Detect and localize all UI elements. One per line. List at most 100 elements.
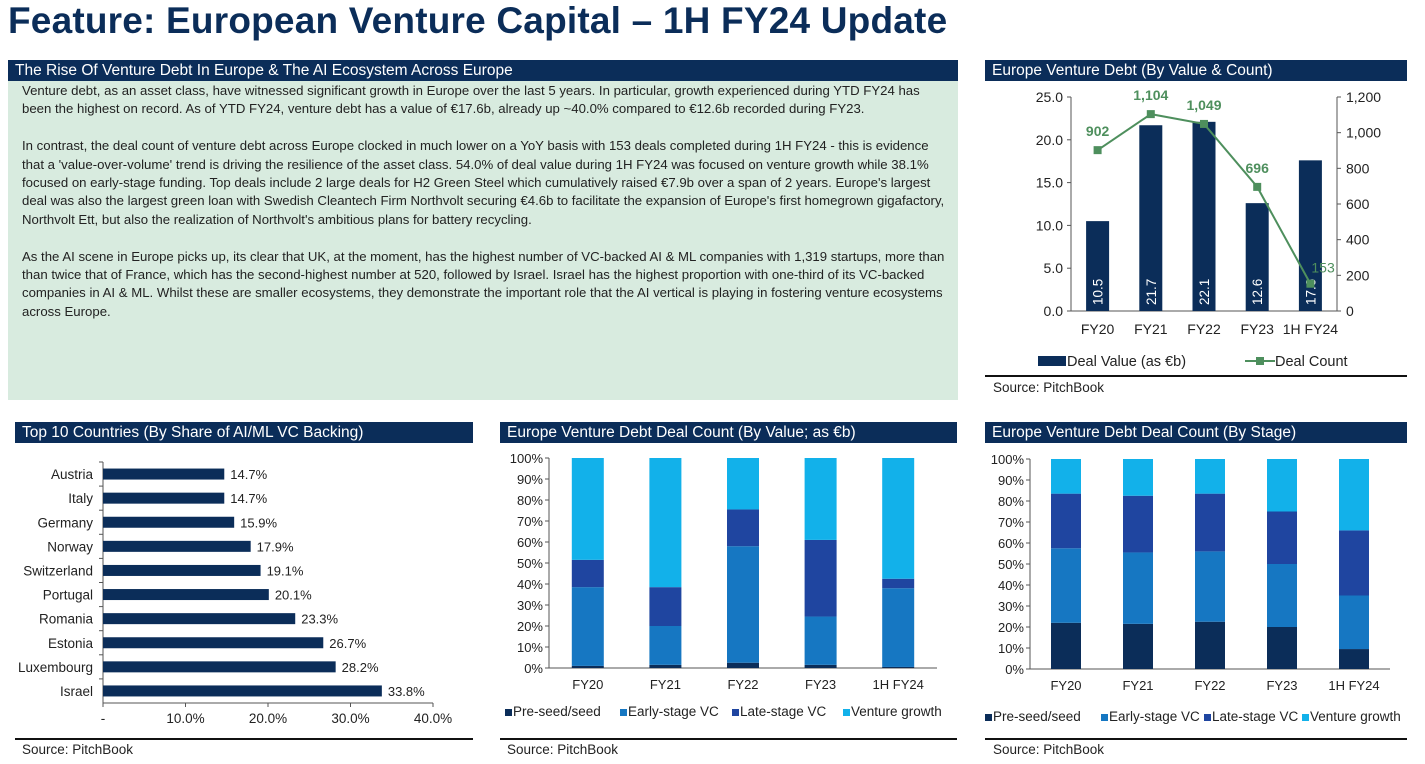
line-point xyxy=(1093,146,1102,155)
bar-segment xyxy=(1267,511,1297,564)
source-note: Source: PitchBook xyxy=(993,742,1105,757)
bar-segment xyxy=(1339,530,1369,596)
page-title: Feature: European Venture Capital – 1H F… xyxy=(8,0,948,41)
y-tick-label: 80% xyxy=(517,493,543,508)
y-tick-label: 100% xyxy=(510,451,544,466)
x-tick-label: FY20 xyxy=(1050,678,1081,693)
legend-label: Deal Count xyxy=(1275,354,1348,370)
y2-tick-label: 1,000 xyxy=(1346,125,1381,141)
chart-deal-count-by-value: 0% 10% 20% 30% 40% 50% 60% 70% 80% 90% 100% FY20 FY2… xyxy=(505,451,942,719)
bar xyxy=(103,540,251,552)
bar-segment xyxy=(1123,623,1153,669)
article-paragraph: As the AI scene in Europe picks up, its … xyxy=(22,248,945,319)
article-body: Venture debt, as an asset class, have wi… xyxy=(8,81,958,400)
bar-segment xyxy=(571,559,604,588)
divider xyxy=(15,738,473,740)
x-tick-label: FY21 xyxy=(1122,678,1153,693)
x-tick-label: 1H FY24 xyxy=(1283,321,1338,337)
bar-segment xyxy=(571,458,604,560)
bar-segment xyxy=(1267,627,1297,669)
divider xyxy=(985,375,1407,377)
article-paragraph: In contrast, the deal count of venture d… xyxy=(22,138,945,227)
legend-label: Venture growth xyxy=(851,704,942,719)
legend-label: Early-stage VC xyxy=(1109,709,1200,724)
bar-data-label: 14.7% xyxy=(230,467,267,482)
y-tick-label: Luxembourg xyxy=(18,660,93,675)
legend-label: Deal Value (as €b) xyxy=(1067,354,1186,370)
bar xyxy=(103,613,296,625)
chart-deal-count-by-stage: 0% 10% 20% 30% 40% 50% 60% 70% 80% 90% 100% FY20 FY2… xyxy=(985,452,1401,724)
y-tick-label: 90% xyxy=(517,472,543,487)
x-tick-label: 10.0% xyxy=(166,711,204,726)
divider xyxy=(985,738,1407,740)
bar-data-label: 15.9% xyxy=(240,515,277,530)
bar-segment xyxy=(1051,548,1081,623)
legend-label: Pre-seed/seed xyxy=(993,709,1081,724)
x-tick-label: FY22 xyxy=(1194,678,1225,693)
bar-segment xyxy=(1051,459,1081,494)
bar-data-label: 22.1 xyxy=(1197,279,1212,305)
legend-swatch xyxy=(1204,714,1211,721)
y-tick-label: 40% xyxy=(998,578,1024,593)
bar-data-label: 26.7% xyxy=(329,636,366,651)
bar-segment xyxy=(1195,551,1225,622)
bar-segment xyxy=(727,458,759,510)
x-tick-label: 1H FY24 xyxy=(1328,678,1379,693)
legend-swatch-deal-value xyxy=(1038,356,1066,366)
y2-tick-label: 800 xyxy=(1346,160,1370,176)
bar xyxy=(103,516,235,528)
y-tick-label: Israel xyxy=(60,684,93,699)
bar xyxy=(1192,121,1216,311)
x-tick-label: FY23 xyxy=(1266,678,1297,693)
bar-segment xyxy=(1195,493,1225,552)
bar-segment xyxy=(649,626,682,665)
y-tick-label: 25.0 xyxy=(1036,89,1063,105)
x-tick-label: FY21 xyxy=(650,677,681,692)
y-tick-label: Romania xyxy=(39,612,94,627)
bar-data-label: 17.9% xyxy=(257,539,294,554)
bar-segment xyxy=(727,662,759,668)
y-tick-label: 90% xyxy=(998,473,1024,488)
y2-tick-label: 1,200 xyxy=(1346,89,1381,105)
x-tick-label: 30.0% xyxy=(331,711,369,726)
y-tick-label: 10% xyxy=(517,640,543,655)
bar-data-label: 23.3% xyxy=(301,612,338,627)
y-tick-label: 70% xyxy=(517,514,543,529)
source-note: Source: PitchBook xyxy=(22,742,134,757)
line-data-label: 902 xyxy=(1086,123,1110,139)
y-tick-label: 30% xyxy=(998,599,1024,614)
line-data-label: 696 xyxy=(1246,160,1270,176)
line-data-label: 153 xyxy=(1311,260,1335,276)
bar xyxy=(103,468,225,480)
bar-segment xyxy=(804,539,837,617)
y-tick-label: 50% xyxy=(517,556,543,571)
y-tick-label: Italy xyxy=(68,491,93,506)
bar-segment xyxy=(649,587,682,626)
legend-swatch xyxy=(732,709,739,716)
chart-top10-countries: - 10.0% 20.0% 30.0% 40.0% Austria 14.7% Italy 14… xyxy=(18,461,452,726)
y-tick-label: Switzerland xyxy=(23,563,93,578)
bar-segment xyxy=(882,666,915,668)
chart-title-top10: Top 10 Countries (By Share of AI/ML VC B… xyxy=(15,422,473,443)
bar-data-label: 33.8% xyxy=(388,684,425,699)
bar xyxy=(1086,221,1110,311)
source-note: Source: PitchBook xyxy=(993,380,1105,395)
legend-label: Venture growth xyxy=(1310,709,1401,724)
bar-segment xyxy=(571,665,604,668)
line-point xyxy=(1146,110,1155,119)
line-point xyxy=(1253,182,1262,191)
y-tick-label: Germany xyxy=(37,515,93,530)
bar-segment xyxy=(649,664,682,668)
legend-marker xyxy=(1256,357,1264,365)
x-tick-label: 40.0% xyxy=(414,711,452,726)
x-tick-label: FY20 xyxy=(1081,321,1115,337)
bar-segment xyxy=(571,587,604,666)
y-tick-label: 40% xyxy=(517,577,543,592)
bar-data-label: 21.7 xyxy=(1144,279,1159,305)
legend-label: Early-stage VC xyxy=(628,704,719,719)
bar-segment xyxy=(882,458,915,579)
y-tick-label: 30% xyxy=(517,598,543,613)
bar-segment xyxy=(727,509,759,547)
bar-segment xyxy=(1267,459,1297,512)
bar-segment xyxy=(1123,495,1153,553)
